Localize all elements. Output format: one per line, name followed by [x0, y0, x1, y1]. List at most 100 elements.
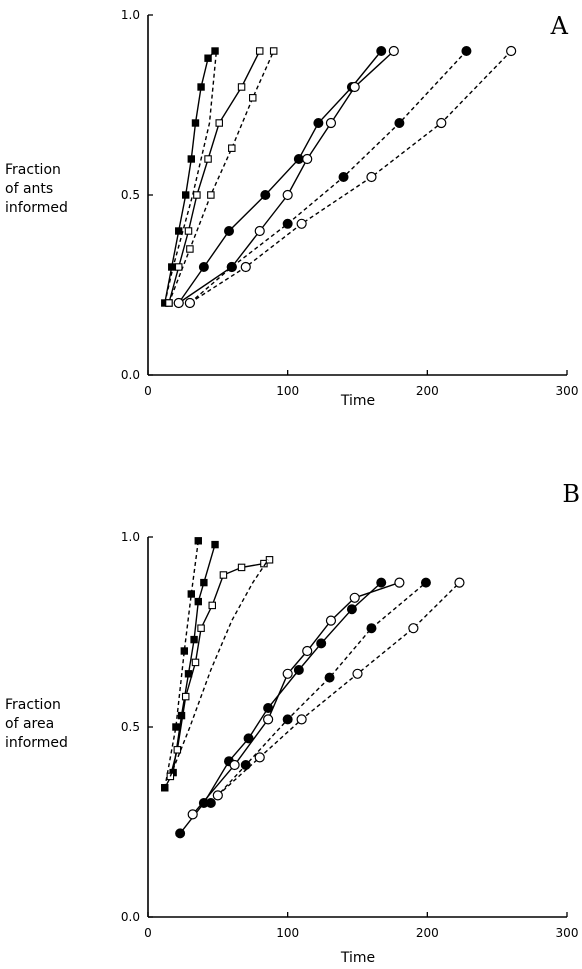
panel-a-series-6-point — [325, 117, 337, 129]
panel-a-series-8-point — [296, 218, 307, 229]
panel-a-series-5-point — [224, 226, 235, 236]
panel-b-series-4-line — [169, 559, 269, 777]
panel-a-series-1-point — [191, 119, 200, 127]
panel-b-y-tick-label: 1.0 — [121, 530, 140, 544]
panel-a-series-7-point — [226, 262, 237, 272]
panel-b-y-axis-label-line-3: informed — [5, 735, 68, 751]
panel-b-y-tick-label: 0.5 — [121, 720, 140, 734]
panel-a-series-6-line — [178, 50, 395, 304]
panel-b-series-5-point — [293, 665, 304, 675]
panel-b-x-axis-label: Time — [340, 950, 375, 966]
panel-b-series-1-point — [200, 578, 208, 587]
panel-b-series-7-line — [210, 582, 427, 804]
panel-b-series-7-point — [420, 577, 431, 588]
panel-b-ticks: 0 100 200 300 0.0 0.5 1.0 — [121, 530, 579, 940]
panel-a-series-5-point — [313, 118, 324, 128]
panel-a-series-3-point — [174, 263, 183, 271]
panel-b-series-1-point — [184, 670, 193, 678]
panel-b-series-3-point — [260, 559, 268, 568]
panel-b-series-8-point — [254, 752, 265, 763]
panel-b-series-2-line — [164, 540, 199, 788]
panel-a-series-6-point — [254, 225, 265, 237]
panel-b-series-3-point — [197, 624, 205, 632]
panel-b-series-5-line — [179, 582, 382, 834]
panel-b-series-8-point — [352, 668, 363, 679]
panel-b-series-5-point — [376, 577, 387, 588]
panel-b-series-6-line — [192, 581, 400, 815]
panel-a-series-8-point — [436, 117, 447, 129]
panel-b-series-6-point — [302, 645, 313, 657]
panel-b-y-axis-label-line-1: Fraction — [5, 697, 61, 713]
panel-a-series-7 — [184, 46, 472, 308]
panel-b-series-1-point — [194, 597, 202, 606]
panel-b-series-3-line — [169, 559, 270, 777]
panel-a-series-1-point — [175, 227, 183, 235]
panel-b-y-axis-label-line-2: of area — [5, 716, 54, 732]
panel-a-x-tick-label: 200 — [416, 384, 439, 398]
panel-a-series-3-point — [204, 155, 212, 163]
panel-a-series-3-point — [237, 83, 246, 91]
panel-a-series-3-point — [193, 191, 201, 199]
panel-a-series-6-point — [282, 189, 293, 201]
panel-a-series-7-point — [394, 118, 405, 128]
panel-b-series-5-point — [243, 733, 254, 744]
panel-b-series-5-point — [346, 604, 357, 615]
panel-b-series-3-point — [173, 746, 182, 754]
panel-a-series-4-point — [228, 144, 236, 152]
panel-a-series-4-point — [249, 94, 257, 102]
panel-a-letter: A — [550, 12, 569, 40]
panel-b-series-3-point — [265, 556, 274, 564]
panel-a-series-4-point — [165, 299, 173, 307]
panel-b-series-6-point — [349, 592, 360, 603]
panel-a-series-1-point — [197, 83, 205, 91]
panel-b-series-7-point — [282, 714, 293, 725]
panel-b-series-3-point — [237, 563, 246, 572]
panel-b-x-tick-label: 0 — [144, 926, 152, 940]
panel-b-series-8-point — [454, 577, 465, 588]
panel-b-series — [161, 537, 465, 839]
panel-b-series-2-point — [194, 537, 202, 545]
panel-a-x-tick-label: 100 — [276, 384, 299, 398]
panel-b-series-7-point — [324, 672, 335, 683]
panel-a-series-8 — [184, 45, 517, 309]
panel-b-series-3-point — [191, 658, 200, 667]
panel-b-series-3-point — [219, 571, 228, 579]
panel-b-series-1-point — [190, 635, 198, 644]
panel-a-series-3-line — [168, 50, 261, 304]
panel-a-x-tick-label: 300 — [556, 384, 579, 398]
panel-b-series-3 — [166, 556, 274, 781]
panel-b-series-6-point — [229, 759, 240, 771]
panel-b-series-8-point — [296, 714, 307, 725]
panel-a-series-1-point — [168, 263, 176, 271]
panel-a-series-3-point — [215, 119, 223, 127]
panel-b-x-tick-label: 100 — [276, 926, 299, 940]
panel-b-series-6-point — [394, 577, 405, 588]
panel-a-series-5-line — [178, 50, 382, 304]
panel-b-series-7 — [205, 577, 431, 808]
panel-a-series-7-point — [282, 218, 293, 229]
panel-b-series-6 — [187, 577, 405, 820]
panel-a-series-5-point — [293, 154, 304, 164]
panel-a-series-8-point — [184, 297, 195, 309]
panel-a-series-1-point — [204, 54, 212, 62]
panel-a-series-2-line — [164, 50, 218, 304]
panel-b-series-8 — [212, 577, 465, 801]
panel-b-series-5-point — [175, 828, 186, 839]
panel-b-series-6-point — [187, 809, 198, 820]
panel-b-series-4 — [169, 559, 269, 777]
panel-b-series-2-point — [187, 590, 195, 598]
panel-b-series-7-point — [205, 798, 216, 808]
panel-a-series-7-line — [189, 50, 467, 304]
panel-a-series-3-point — [255, 47, 264, 55]
panel-a-series-3-point — [184, 227, 193, 235]
panel-b-x-tick-label: 300 — [556, 926, 579, 940]
panel-a-series-8-point — [506, 45, 517, 57]
panel-a-series-5-point — [260, 190, 271, 200]
panel-a-series-6-point — [302, 153, 313, 165]
panel-b-series-6-point — [325, 615, 337, 626]
panel-b-letter: B — [562, 480, 580, 508]
panel-a-chart: A Fraction of ants informed Time 0 100 200… — [5, 8, 578, 409]
panel-a-series-1-point — [187, 155, 195, 163]
panel-a-y-axis-label-line-3: informed — [5, 200, 68, 216]
